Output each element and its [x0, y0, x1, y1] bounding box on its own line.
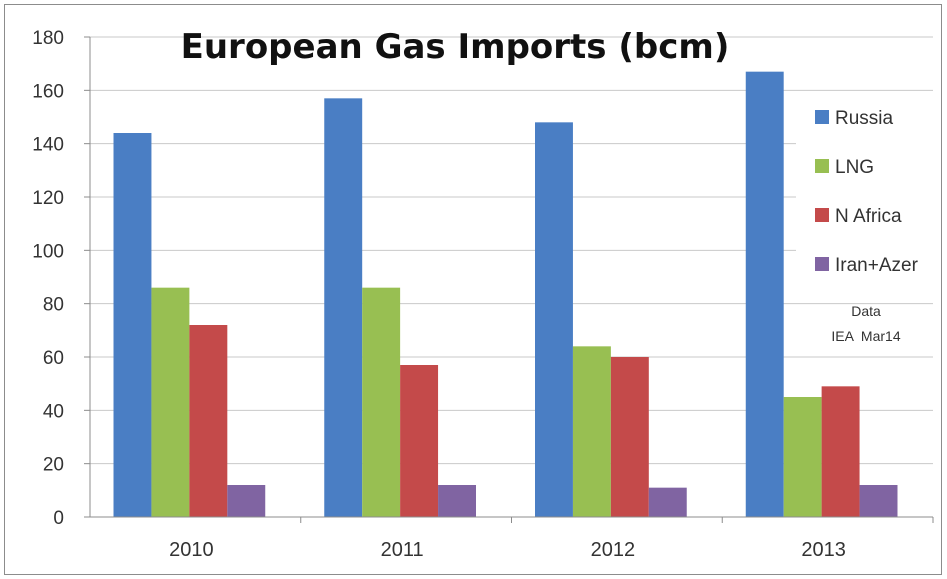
bar-iran-azer-2013 — [859, 485, 898, 517]
legend-swatch — [815, 257, 829, 271]
legend-label: N Africa — [835, 206, 902, 227]
x-tick-label: 2012 — [591, 539, 636, 561]
y-tick-label: 120 — [32, 188, 64, 209]
bar-n-africa-2013 — [821, 386, 860, 517]
axes — [89, 37, 933, 518]
y-tick-label: 160 — [32, 81, 64, 102]
y-tick-label: 180 — [32, 28, 64, 49]
y-tick-label: 40 — [43, 401, 64, 422]
chart-title: European Gas Imports (bcm) — [181, 27, 730, 67]
bar-lng-2011 — [362, 287, 401, 517]
bar-russia-2011 — [324, 98, 363, 517]
bar-lng-2010 — [151, 287, 190, 517]
legend-label: LNG — [835, 157, 874, 178]
gridlines — [84, 36, 933, 518]
bar-lng-2013 — [783, 397, 822, 517]
x-tick-label: 2013 — [801, 539, 846, 561]
bar-iran-azer-2010 — [227, 485, 266, 517]
x-tick-label: 2011 — [381, 539, 424, 561]
y-tick-label: 20 — [43, 455, 64, 476]
bar-lng-2012 — [572, 346, 611, 517]
bar-iran-azer-2011 — [438, 485, 476, 517]
y-tick-label: 140 — [32, 135, 64, 156]
bar-russia-2013 — [745, 71, 784, 518]
y-tick-label: 100 — [32, 241, 64, 262]
x-tick-labels: 2010 2011 2012 2013 — [169, 539, 846, 561]
bar-iran-azer-2012 — [648, 487, 687, 517]
legend-background — [796, 95, 936, 285]
legend-swatch — [815, 110, 829, 124]
x-tick-label: 2010 — [169, 539, 214, 561]
bar-n-africa-2011 — [400, 365, 439, 517]
y-tick-label: 60 — [43, 348, 64, 369]
bar-n-africa-2010 — [189, 325, 228, 517]
legend-label: Russia — [835, 108, 894, 129]
data-source-note: Data IEA Mar14 — [831, 303, 900, 344]
y-tick-labels: 0 20 40 60 80 100 120 140 160 180 — [32, 28, 64, 529]
bar-russia-2012 — [535, 122, 573, 517]
bars — [113, 71, 934, 523]
data-source-note-line: IEA Mar14 — [831, 328, 900, 344]
legend-label: Iran+Azer — [835, 255, 919, 276]
y-tick-label: 80 — [43, 295, 64, 316]
y-tick-label: 0 — [53, 508, 64, 529]
legend-swatch — [815, 208, 829, 222]
bar-n-africa-2012 — [610, 357, 649, 517]
legend: Russia LNG N Africa Iran+Azer — [796, 95, 936, 285]
data-source-note-line: Data — [851, 303, 881, 319]
bar-russia-2010 — [113, 133, 152, 517]
legend-swatch — [815, 159, 829, 173]
